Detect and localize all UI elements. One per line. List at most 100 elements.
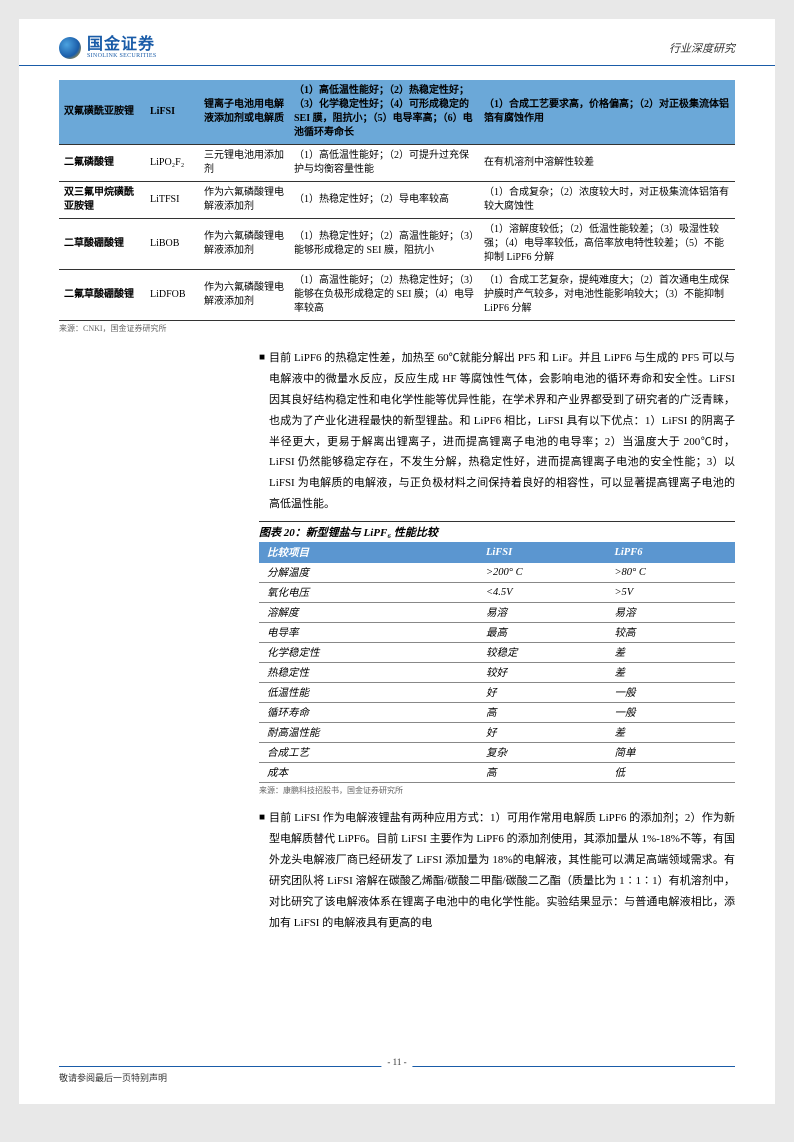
table-cell: 双氟磺酰亚胺锂	[59, 80, 145, 145]
table-cell: 复杂	[478, 743, 607, 763]
table-row: 二草酸硼酸锂LiBOB作为六氟磷酸锂电解液添加剂（1）热稳定性好；（2）高温性能…	[59, 219, 735, 270]
table-cell: 高	[478, 763, 607, 783]
table-cell: 溶解度	[259, 603, 478, 623]
lithium-salts-table: 双氟磺酰亚胺锂LiFSI锂离子电池用电解液添加剂或电解质（1）高低温性能好；（2…	[59, 80, 735, 321]
table-row: 双氟磺酰亚胺锂LiFSI锂离子电池用电解液添加剂或电解质（1）高低温性能好；（2…	[59, 80, 735, 145]
logo: 国金证券 SINOLINK SECURITIES	[59, 37, 157, 59]
page: 国金证券 SINOLINK SECURITIES 行业深度研究 双氟磺酰亚胺锂L…	[19, 19, 775, 1104]
table-cell: （1）高低温性能好；（2）可提升过充保护与均衡容量性能	[289, 145, 479, 182]
table-row: 氧化电压<4.5V>5V	[259, 583, 735, 603]
content: 双氟磺酰亚胺锂LiFSI锂离子电池用电解液添加剂或电解质（1）高低温性能好；（2…	[19, 66, 775, 933]
table-cell: >200° C	[478, 563, 607, 583]
table-row: 二氟磷酸锂LiPO₂F₂三元锂电池用添加剂（1）高低温性能好；（2）可提升过充保…	[59, 145, 735, 182]
table-row: 双三氟甲烷磺酰亚胺锂LiTFSI作为六氟磷酸锂电解液添加剂（1）热稳定性好；（2…	[59, 182, 735, 219]
table-cell: 二氟磷酸锂	[59, 145, 145, 182]
table-row: 二氟草酸硼酸锂LiDFOB作为六氟磷酸锂电解液添加剂（1）高温性能好；（2）热稳…	[59, 270, 735, 321]
comparison-table: 比较项目LiFSILiPF6分解温度>200° C>80° C氧化电压<4.5V…	[259, 542, 735, 783]
table1-source: 来源：CNKI，国金证券研究所	[59, 323, 735, 334]
table-cell: 分解温度	[259, 563, 478, 583]
table-cell: LiBOB	[145, 219, 199, 270]
table-cell: 电导率	[259, 623, 478, 643]
bullet-mark-icon: ■	[259, 808, 265, 933]
logo-text: 国金证券 SINOLINK SECURITIES	[87, 37, 157, 59]
table-cell: 一般	[606, 683, 735, 703]
table-row: 耐高温性能好差	[259, 723, 735, 743]
paragraph-1: 目前 LiPF6 的热稳定性差，加热至 60℃就能分解出 PF5 和 LiF。并…	[269, 348, 735, 515]
chart-20-title: 图表 20：新型锂盐与 LiPF₆ 性能比较	[259, 521, 735, 540]
table-cell: 在有机溶剂中溶解性较差	[479, 145, 735, 182]
table-cell: 氧化电压	[259, 583, 478, 603]
page-header: 国金证券 SINOLINK SECURITIES 行业深度研究	[19, 19, 775, 66]
table-cell: （1）溶解度较低；（2）低温性能较差；（3）吸湿性较强；（4）电导率较低，高倍率…	[479, 219, 735, 270]
table-row: 合成工艺复杂简单	[259, 743, 735, 763]
table-cell: 较好	[478, 663, 607, 683]
table-cell: LiPO₂F₂	[145, 145, 199, 182]
table-row: 循环寿命高一般	[259, 703, 735, 723]
table-cell: 锂离子电池用电解液添加剂或电解质	[199, 80, 289, 145]
footer-left: 敬请参阅最后一页特别声明	[59, 1071, 167, 1084]
table-cell: （1）热稳定性好；（2）导电率较高	[289, 182, 479, 219]
table-cell: LiDFOB	[145, 270, 199, 321]
table-cell: 差	[606, 663, 735, 683]
table-cell: 高	[478, 703, 607, 723]
table-cell: 一般	[606, 703, 735, 723]
table-cell: 差	[606, 643, 735, 663]
table-row: 化学稳定性较稳定差	[259, 643, 735, 663]
table-cell: 易溶	[606, 603, 735, 623]
table-cell: >80° C	[606, 563, 735, 583]
table-row: 溶解度易溶易溶	[259, 603, 735, 623]
table-cell: 作为六氟磷酸锂电解液添加剂	[199, 219, 289, 270]
table-cell: 较高	[606, 623, 735, 643]
logo-icon	[59, 37, 81, 59]
table2-source: 来源：康鹏科技招股书，国金证券研究所	[259, 785, 735, 796]
table-cell: LiTFSI	[145, 182, 199, 219]
table-cell: 作为六氟磷酸锂电解液添加剂	[199, 270, 289, 321]
table-row: 电导率最高较高	[259, 623, 735, 643]
bullet-mark-icon: ■	[259, 348, 265, 515]
table-cell: 低	[606, 763, 735, 783]
table-cell: 循环寿命	[259, 703, 478, 723]
table-cell: 好	[478, 723, 607, 743]
table-row: 成本高低	[259, 763, 735, 783]
table-cell: 简单	[606, 743, 735, 763]
table-cell: 成本	[259, 763, 478, 783]
table-cell: LiFSI	[145, 80, 199, 145]
table-cell: 双三氟甲烷磺酰亚胺锂	[59, 182, 145, 219]
paragraph-2: 目前 LiFSI 作为电解液锂盐有两种应用方式：1）可用作常用电解质 LiPF6…	[269, 808, 735, 933]
table-cell: 三元锂电池用添加剂	[199, 145, 289, 182]
table-row: 低温性能好一般	[259, 683, 735, 703]
paragraph-1-block: ■ 目前 LiPF6 的热稳定性差，加热至 60℃就能分解出 PF5 和 LiF…	[259, 348, 735, 933]
table-cell: 好	[478, 683, 607, 703]
table-header-cell: LiFSI	[478, 542, 607, 563]
table-cell: （1）合成工艺复杂，提纯难度大；（2）首次通电生成保护膜时产气较多，对电池性能影…	[479, 270, 735, 321]
table-cell: 二氟草酸硼酸锂	[59, 270, 145, 321]
bullet-1: ■ 目前 LiPF6 的热稳定性差，加热至 60℃就能分解出 PF5 和 LiF…	[259, 348, 735, 515]
table-cell: （1）高低温性能好；（2）热稳定性好；（3）化学稳定性好；（4）可形成稳定的 S…	[289, 80, 479, 145]
table-header-cell: 比较项目	[259, 542, 478, 563]
table-cell: （1）高温性能好；（2）热稳定性好；（3）能够在负极形成稳定的 SEI 膜；（4…	[289, 270, 479, 321]
table-row: 热稳定性较好差	[259, 663, 735, 683]
table-header-row: 比较项目LiFSILiPF6	[259, 542, 735, 563]
page-number: - 11 -	[381, 1057, 412, 1067]
header-right: 行业深度研究	[669, 40, 735, 56]
table-cell: 二草酸硼酸锂	[59, 219, 145, 270]
table-cell: （1）合成复杂；（2）浓度较大时，对正极集流体铝箔有较大腐蚀性	[479, 182, 735, 219]
table-cell: 热稳定性	[259, 663, 478, 683]
table-row: 分解温度>200° C>80° C	[259, 563, 735, 583]
table-cell: 耐高温性能	[259, 723, 478, 743]
table-cell: 较稳定	[478, 643, 607, 663]
table-cell: >5V	[606, 583, 735, 603]
logo-en: SINOLINK SECURITIES	[87, 53, 157, 59]
table-cell: （1）合成工艺要求高，价格偏高；（2）对正极集流体铝箔有腐蚀作用	[479, 80, 735, 145]
page-footer: - 11 - 敬请参阅最后一页特别声明	[59, 1066, 735, 1084]
table-cell: 合成工艺	[259, 743, 478, 763]
logo-cn: 国金证券	[87, 37, 157, 53]
table-cell: 作为六氟磷酸锂电解液添加剂	[199, 182, 289, 219]
table-cell: 差	[606, 723, 735, 743]
table-cell: 化学稳定性	[259, 643, 478, 663]
table-cell: 易溶	[478, 603, 607, 623]
table-cell: 低温性能	[259, 683, 478, 703]
table-header-cell: LiPF6	[606, 542, 735, 563]
bullet-2: ■ 目前 LiFSI 作为电解液锂盐有两种应用方式：1）可用作常用电解质 LiP…	[259, 808, 735, 933]
table-cell: （1）热稳定性好；（2）高温性能好；（3）能够形成稳定的 SEI 膜，阻抗小	[289, 219, 479, 270]
